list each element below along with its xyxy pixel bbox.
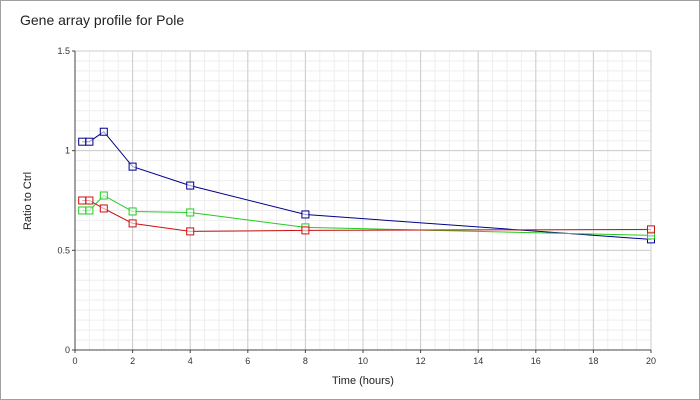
x-tick-label: 0	[72, 356, 77, 366]
grid	[74, 50, 652, 351]
data-point[interactable]	[78, 196, 87, 205]
data-point[interactable]	[85, 206, 94, 215]
data-point[interactable]	[186, 227, 195, 236]
x-axis-label: Time (hours)	[332, 375, 394, 387]
data-point[interactable]	[128, 207, 137, 216]
x-tick-label: 8	[303, 356, 308, 366]
series-2	[78, 191, 655, 240]
chart-title: Gene array profile for Pole	[20, 12, 184, 28]
series-3	[78, 196, 655, 236]
data-point[interactable]	[186, 208, 195, 217]
x-tick-label: 14	[473, 356, 483, 366]
x-tick-label: 10	[358, 356, 368, 366]
x-tick-label: 16	[531, 356, 541, 366]
x-tick-label: 18	[588, 356, 598, 366]
data-point[interactable]	[78, 137, 87, 146]
data-point[interactable]	[128, 162, 137, 171]
x-tick-label: 6	[245, 356, 250, 366]
y-axis-label: Ratio to Ctrl	[22, 172, 34, 230]
y-tick-label: 1	[65, 146, 70, 156]
data-point[interactable]	[85, 137, 94, 146]
data-point[interactable]	[647, 225, 655, 234]
data-point[interactable]	[78, 206, 87, 215]
series-line	[82, 200, 652, 232]
x-tick-label: 4	[188, 356, 193, 366]
data-point[interactable]	[85, 196, 94, 205]
series-line	[82, 131, 652, 240]
data-point[interactable]	[301, 226, 310, 235]
data-point[interactable]	[99, 191, 108, 200]
y-tick-label: 0	[65, 345, 70, 355]
x-tick-label: 20	[646, 356, 656, 366]
data-point[interactable]	[301, 210, 310, 219]
data-point[interactable]	[99, 204, 108, 213]
x-tick-label: 2	[130, 356, 135, 366]
y-tick-label: 0.5	[57, 245, 70, 255]
x-tick-label: 12	[416, 356, 426, 366]
axes	[72, 50, 652, 353]
data-point[interactable]	[99, 127, 108, 136]
series-1	[78, 127, 655, 244]
tick-labels: 0 2 4 6 8 10 12 14 16 18 20 0 0.5 1 1.5	[57, 46, 656, 366]
data-point[interactable]	[128, 219, 137, 228]
series-layer	[78, 127, 655, 244]
data-point[interactable]	[186, 181, 195, 190]
y-tick-label: 1.5	[57, 46, 70, 56]
